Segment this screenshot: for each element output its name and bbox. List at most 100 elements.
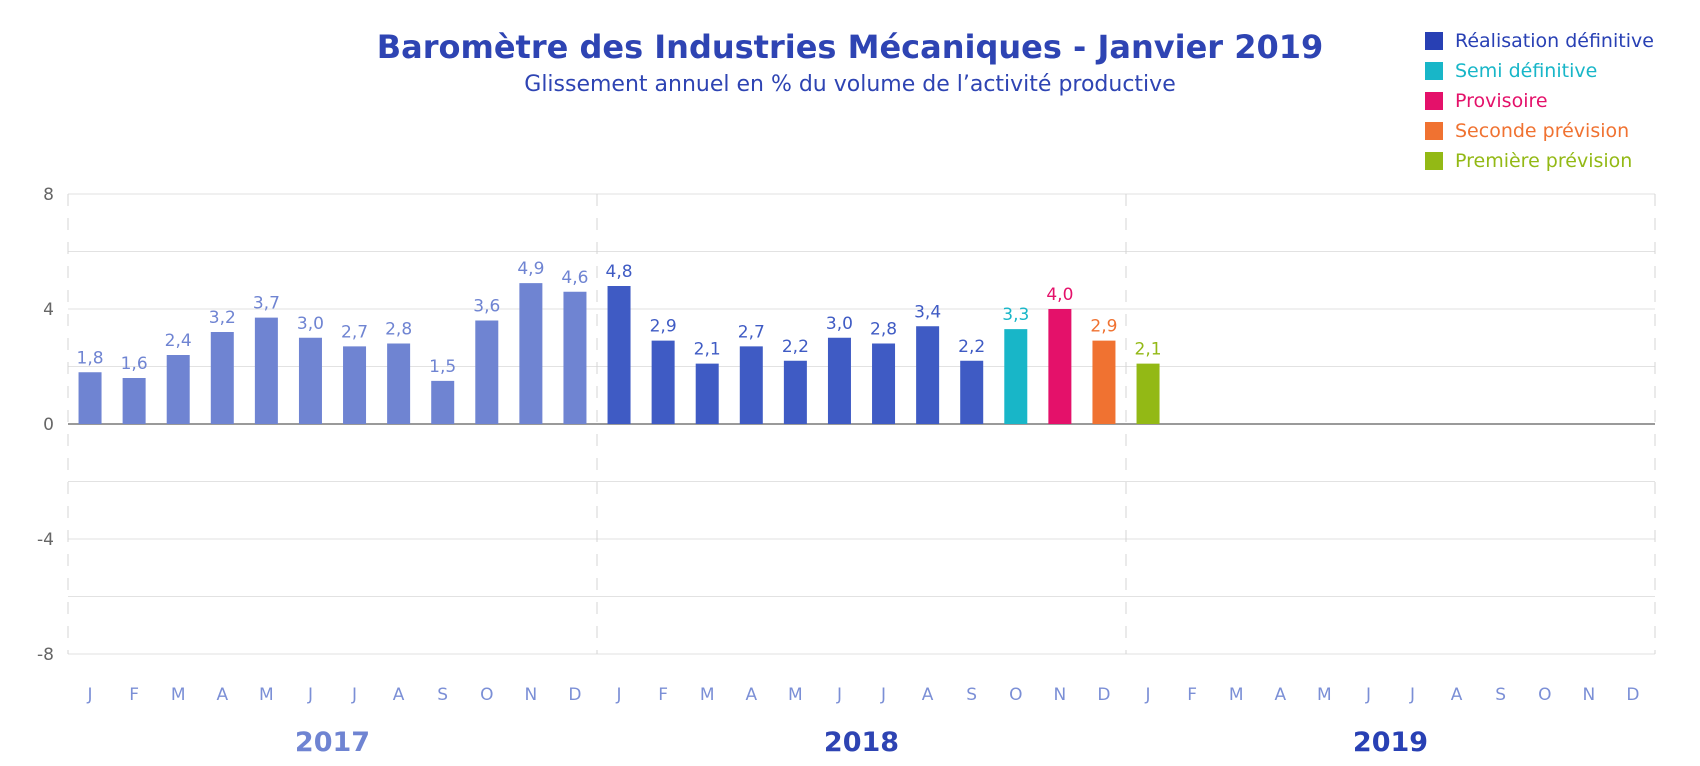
x-tick-label: S — [437, 685, 448, 705]
bar — [387, 343, 411, 424]
data-label: 3,0 — [297, 314, 324, 334]
x-tick-label: O — [480, 685, 493, 705]
bar — [1004, 329, 1028, 424]
legend-item-premiere-prevision: Première prévision — [1425, 146, 1654, 176]
x-tick-label: N — [1054, 685, 1067, 705]
x-tick-label: A — [1274, 685, 1286, 705]
y-tick-label: -4 — [37, 530, 54, 550]
data-label: 3,0 — [826, 314, 853, 334]
y-tick-label: 8 — [43, 185, 54, 205]
x-tick-label: M — [1229, 685, 1244, 705]
bar — [739, 346, 763, 424]
x-tick-label: F — [129, 685, 139, 705]
x-tick-label: A — [216, 685, 228, 705]
x-tick-label: F — [658, 685, 668, 705]
data-label: 4,6 — [561, 268, 588, 288]
x-tick-label: J — [616, 685, 622, 705]
legend-swatch — [1425, 32, 1443, 50]
x-tick-label: J — [307, 685, 313, 705]
x-tick-label: J — [1365, 685, 1371, 705]
data-label: 2,7 — [738, 322, 765, 342]
bar — [872, 343, 896, 424]
legend-swatch — [1425, 152, 1443, 170]
bar — [1136, 363, 1160, 424]
x-tick-label: M — [1317, 685, 1332, 705]
data-label: 2,8 — [385, 320, 412, 340]
x-tick-label: F — [1187, 685, 1197, 705]
x-tick-label: J — [87, 685, 93, 705]
legend-item-provisoire: Provisoire — [1425, 86, 1654, 116]
data-label: 3,3 — [1002, 305, 1029, 325]
legend-swatch — [1425, 92, 1443, 110]
x-tick-label: O — [1538, 685, 1551, 705]
data-label: 4,9 — [517, 259, 544, 279]
x-tick-label: A — [922, 685, 934, 705]
data-label: 3,2 — [209, 308, 236, 328]
data-label: 2,7 — [341, 322, 368, 342]
legend-label: Seconde prévision — [1455, 120, 1630, 142]
x-tick-label: M — [788, 685, 803, 705]
data-label: 1,8 — [77, 348, 104, 368]
year-label: 2017 — [295, 727, 370, 758]
legend-item-seconde-prevision: Seconde prévision — [1425, 116, 1654, 146]
x-tick-label: D — [1097, 685, 1110, 705]
y-tick-label: -8 — [37, 645, 54, 665]
bar — [1092, 340, 1116, 424]
x-tick-label: J — [1409, 685, 1415, 705]
x-tick-label: D — [1626, 685, 1639, 705]
data-label: 3,6 — [473, 297, 500, 317]
chart-title: Baromètre des Industries Mécaniques - Ja… — [376, 28, 1324, 66]
x-tick-label: J — [1145, 685, 1151, 705]
x-tick-label: S — [1495, 685, 1506, 705]
bar — [78, 372, 102, 424]
legend-swatch — [1425, 122, 1443, 140]
bar — [783, 360, 807, 424]
x-tick-label: N — [525, 685, 538, 705]
year-label: 2018 — [824, 727, 899, 758]
x-tick-label: M — [171, 685, 186, 705]
data-label: 2,2 — [782, 337, 809, 357]
bar — [519, 283, 543, 424]
legend-item-realisation-definitive: Réalisation définitive — [1425, 26, 1654, 56]
bar — [298, 337, 322, 424]
bar — [254, 317, 278, 424]
year-label: 2019 — [1353, 727, 1428, 758]
legend-label: Première prévision — [1455, 150, 1633, 172]
x-tick-label: A — [1451, 685, 1463, 705]
data-label: 2,8 — [870, 320, 897, 340]
x-tick-label: A — [745, 685, 757, 705]
bar — [1048, 309, 1072, 424]
data-label: 3,4 — [914, 302, 941, 322]
bar — [343, 346, 367, 424]
data-label: 1,6 — [121, 354, 148, 374]
bar — [695, 363, 719, 424]
legend-item-semi-definitive: Semi définitive — [1425, 56, 1654, 86]
legend-label: Semi définitive — [1455, 60, 1598, 82]
chart-subtitle: Glissement annuel en % du volume de l’ac… — [524, 72, 1176, 97]
bar — [122, 378, 146, 424]
data-label: 1,5 — [429, 357, 456, 377]
x-tick-label: J — [351, 685, 357, 705]
data-label: 2,2 — [958, 337, 985, 357]
legend-label: Réalisation définitive — [1455, 30, 1654, 52]
x-tick-label: D — [568, 685, 581, 705]
bar — [166, 355, 190, 424]
bar — [916, 326, 940, 424]
legend-label: Provisoire — [1455, 90, 1548, 112]
data-label: 4,8 — [606, 262, 633, 282]
x-tick-label: M — [259, 685, 274, 705]
bar — [431, 380, 455, 424]
bar — [960, 360, 984, 424]
data-label: 2,9 — [650, 317, 677, 337]
x-tick-label: J — [836, 685, 842, 705]
bar — [210, 332, 234, 424]
data-label: 3,7 — [253, 294, 280, 314]
data-label: 2,1 — [694, 340, 721, 360]
data-label: 2,4 — [165, 331, 192, 351]
data-label: 2,1 — [1135, 340, 1162, 360]
x-tick-label: N — [1583, 685, 1596, 705]
bar — [651, 340, 675, 424]
x-tick-label: J — [880, 685, 886, 705]
x-tick-label: A — [393, 685, 405, 705]
